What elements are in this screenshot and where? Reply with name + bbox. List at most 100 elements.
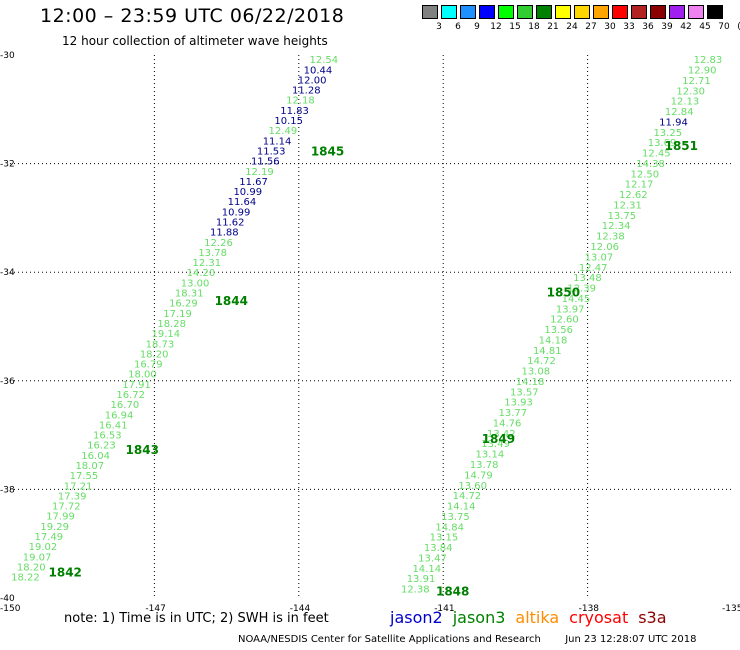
legend-cryosat: cryosat <box>569 608 629 627</box>
scale-label: 39 <box>661 22 673 32</box>
wave-height-value: 12.54 <box>310 55 339 66</box>
scale-swatch-3 <box>422 5 438 19</box>
wave-height-value: 12.06 <box>590 242 619 253</box>
wave-height-value: 12.31 <box>613 200 642 211</box>
pass-label: 1842 <box>49 565 82 579</box>
wave-height-value: 12.45 <box>642 149 671 160</box>
scale-swatch-15 <box>498 5 514 19</box>
wave-height-value: 14.79 <box>464 470 493 481</box>
wave-height-value: 12.49 <box>269 126 298 137</box>
scale-label: 3 <box>436 22 442 32</box>
pass-1851: 1851 <box>665 139 698 153</box>
pass-1850: 1850 <box>547 286 580 300</box>
scale-label: 30 <box>604 22 616 32</box>
lat-tick-label: -34 <box>0 268 15 278</box>
wave-height-value: 13.57 <box>510 387 539 398</box>
wave-height-value: 12.17 <box>625 180 654 191</box>
pass-label: 1851 <box>665 139 698 153</box>
pass-label: 1844 <box>215 294 248 308</box>
timestamp: Jun 23 12:28:07 UTC 2018 <box>565 634 697 645</box>
lat-tick-label: -30 <box>0 51 15 61</box>
wave-height-value: 11.56 <box>251 157 280 168</box>
satellite-tracks: 18.2218.2019.0719.0217.4919.2917.9917.72… <box>11 55 722 598</box>
wave-height-value: 14.20 <box>187 268 216 279</box>
wave-height-value: 13.69 <box>648 138 677 149</box>
wave-height-value: 16.04 <box>81 451 110 462</box>
wave-height-value: 13.93 <box>504 398 533 409</box>
pass-label: 1843 <box>126 443 159 457</box>
satellite-legend: jason2 jason3 altika cryosat s3a <box>390 608 677 627</box>
wave-height-value: 13.91 <box>407 574 436 585</box>
scale-swatch-27 <box>574 5 590 19</box>
wave-height-value: 13.08 <box>521 367 550 378</box>
scale-label: 15 <box>509 22 521 32</box>
wave-height-value: 14.76 <box>493 418 522 429</box>
wave-height-value: 14.14 <box>447 502 476 513</box>
wave-height-value: 12.83 <box>694 55 723 66</box>
lon-tick-label: -138 <box>579 604 600 614</box>
wave-height-value: 10.99 <box>222 207 251 218</box>
wave-height-value: 12.34 <box>602 221 631 232</box>
credit-text: NOAA/NESDIS Center for Satellite Applica… <box>238 634 541 645</box>
scale-swatch-36 <box>631 5 647 19</box>
wave-height-value: 18.07 <box>75 461 104 472</box>
wave-height-value: 13.14 <box>476 450 505 461</box>
wave-height-value: 18.00 <box>128 370 157 381</box>
scale-swatch-9 <box>460 5 476 19</box>
wave-height-value: 13.75 <box>608 211 637 222</box>
wave-height-value: 12.26 <box>204 238 233 249</box>
wave-height-value: 12.71 <box>682 76 711 87</box>
page-title: 12:00 – 23:59 UTC 06/22/2018 <box>40 5 345 27</box>
wave-height-value: 12.38 <box>596 232 625 243</box>
scale-label: 27 <box>585 22 597 32</box>
wave-height-value: 13.42 <box>487 429 516 440</box>
wave-height-value: 13.60 <box>458 481 487 492</box>
wave-height-value: 14.38 <box>636 159 665 170</box>
wave-height-value: 11.14 <box>263 136 292 147</box>
wave-height-value: 19.02 <box>29 542 58 553</box>
scale-label: 6 <box>455 22 461 32</box>
wave-height-value: 11.53 <box>257 146 286 157</box>
wave-height-value: 14.18 <box>516 377 545 388</box>
wave-height-value: 11.67 <box>239 177 268 188</box>
wave-height-value: 14.45 <box>562 294 591 305</box>
scale-swatch-21 <box>536 5 552 19</box>
wave-height-value: 13.47 <box>418 553 447 564</box>
scale-swatch-30 <box>593 5 609 19</box>
pass-label: 1850 <box>547 286 580 300</box>
wave-height-value: 14.84 <box>435 522 464 533</box>
wave-height-value: 11.83 <box>280 106 309 117</box>
lon-tick-label: -144 <box>290 604 311 614</box>
wave-height-value: 16.72 <box>116 390 145 401</box>
wave-height-value: 18.20 <box>17 562 46 573</box>
wave-height-value: 13.48 <box>573 273 602 284</box>
wave-height-value: 14.18 <box>539 335 568 346</box>
wave-height-value: 16.53 <box>93 431 122 442</box>
pass-label: 1848 <box>436 584 469 598</box>
lat-tick-label: -36 <box>0 377 15 387</box>
pass-1842: 18.2218.2019.0719.0217.4919.2917.9917.72… <box>11 55 338 583</box>
wave-height-value: 14.81 <box>533 346 562 357</box>
scale-unit: (ft) <box>732 22 740 32</box>
wave-height-value: 17.91 <box>122 380 151 391</box>
pass-label: 1845 <box>311 144 344 158</box>
wave-height-value: 12.19 <box>245 167 274 178</box>
wave-height-value: 17.99 <box>46 512 75 523</box>
pass-1849: 1849 <box>482 432 515 446</box>
wave-height-value: 11.64 <box>228 197 257 208</box>
lon-tick-label: -150 <box>0 604 21 614</box>
pass-1845: 1845 <box>311 144 344 158</box>
wave-height-value: 12.50 <box>630 169 659 180</box>
map-axis-ticks: -150 -147 -144 -141 -138 -135 -30 -32 -34 -36 -38 -… <box>0 51 740 614</box>
lat-tick-label: -32 <box>0 160 15 170</box>
wave-height-value: 16.94 <box>105 410 134 421</box>
wave-height-value: 13.97 <box>556 304 585 315</box>
wave-height-value: 13.77 <box>499 408 528 419</box>
wave-height-value: 17.49 <box>34 532 63 543</box>
credit-line: NOAA/NESDIS Center for Satellite Applica… <box>238 634 696 645</box>
page-subtitle: 12 hour collection of altimeter wave hei… <box>62 34 328 48</box>
wave-height-value: 10.44 <box>304 65 333 76</box>
map-grid <box>10 55 732 598</box>
wave-height-value: 11.28 <box>292 86 321 97</box>
